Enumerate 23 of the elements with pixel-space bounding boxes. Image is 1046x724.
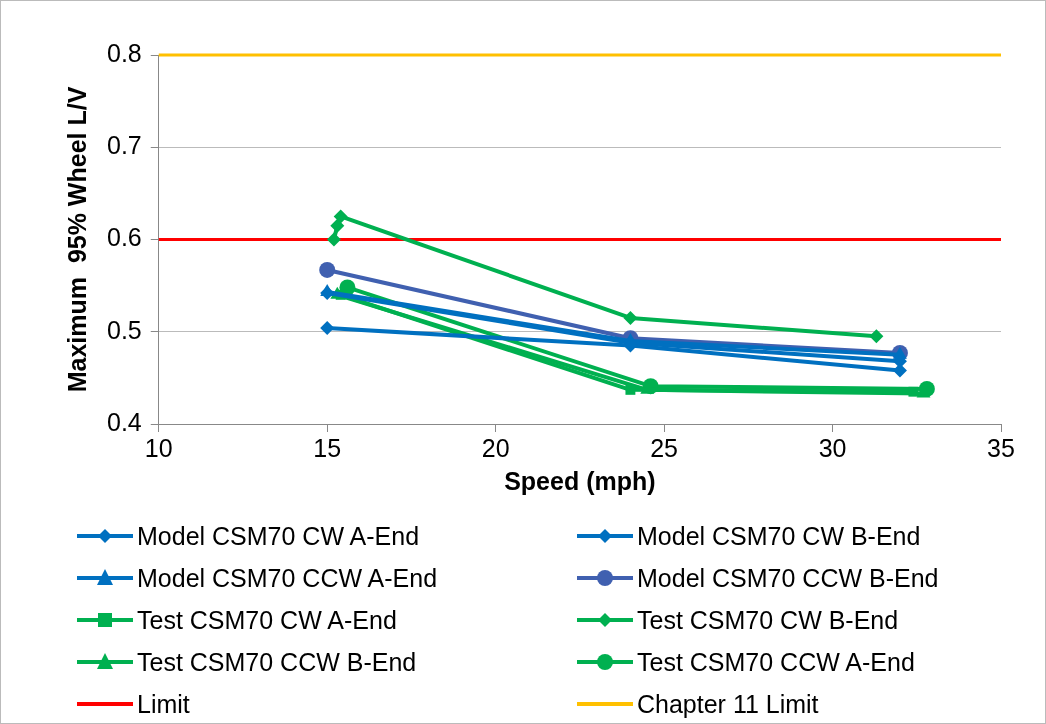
x-tick-label: 25 — [650, 433, 679, 462]
legend-label: Chapter 11 Limit — [637, 689, 819, 719]
y-tick-label: 0.8 — [106, 38, 142, 67]
legend-label: Limit — [137, 689, 190, 719]
legend-label: Model CSM70 CCW B-End — [637, 563, 939, 593]
legend-label: Test CSM70 CW A-End — [137, 605, 397, 635]
legend-label: Test CSM70 CCW A-End — [637, 647, 915, 677]
x-tick-label: 30 — [818, 433, 847, 462]
legend-label: Test CSM70 CW B-End — [637, 605, 899, 635]
y-tick-label: 0.5 — [106, 315, 142, 344]
legend-label: Model CSM70 CW A-End — [137, 521, 420, 551]
legend-label: Model CSM70 CW B-End — [637, 521, 921, 551]
y-tick-label: 0.4 — [106, 407, 142, 436]
x-tick-label: 15 — [313, 433, 342, 462]
x-axis-title: Speed (mph) — [504, 466, 656, 495]
x-tick-label: 35 — [987, 433, 1015, 462]
y-tick-label: 0.7 — [106, 131, 142, 160]
y-tick-label: 0.6 — [106, 223, 142, 252]
legend-label: Model CSM70 CCW A-End — [137, 563, 438, 593]
legend-label: Test CSM70 CCW B-End — [137, 647, 417, 677]
x-tick-label: 20 — [481, 433, 510, 462]
x-tick-label: 10 — [144, 433, 173, 462]
y-axis-title: Maximum 95% Wheel L/V — [62, 86, 91, 393]
